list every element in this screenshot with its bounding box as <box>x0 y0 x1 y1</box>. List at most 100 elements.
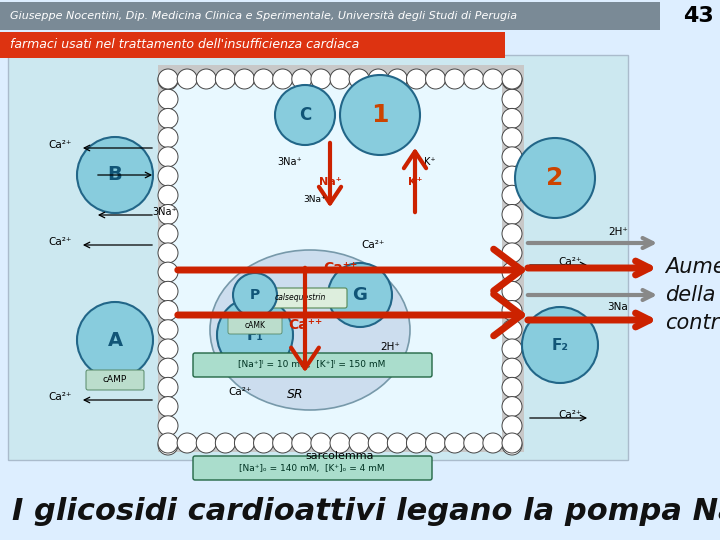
Text: F₁: F₁ <box>246 327 264 342</box>
Circle shape <box>158 89 178 109</box>
Circle shape <box>502 127 522 147</box>
Circle shape <box>253 69 274 89</box>
Text: Giuseppe Nocentini, Dip. Medicina Clinica e Sperimentale, Università degli Studi: Giuseppe Nocentini, Dip. Medicina Clinic… <box>10 11 517 21</box>
Circle shape <box>502 358 522 378</box>
Bar <box>158 65 524 87</box>
FancyBboxPatch shape <box>193 353 432 377</box>
Text: G: G <box>353 286 367 304</box>
FancyBboxPatch shape <box>193 456 432 480</box>
Circle shape <box>407 69 426 89</box>
Circle shape <box>158 127 178 147</box>
Text: 3Na⁺: 3Na⁺ <box>304 195 326 205</box>
Circle shape <box>426 69 446 89</box>
Circle shape <box>158 416 178 436</box>
Text: 2K⁺: 2K⁺ <box>451 47 469 57</box>
Text: K⁺: K⁺ <box>424 157 436 167</box>
Circle shape <box>273 69 292 89</box>
Circle shape <box>158 320 178 340</box>
Circle shape <box>445 69 464 89</box>
Circle shape <box>502 89 522 109</box>
Circle shape <box>158 243 178 263</box>
Text: 2: 2 <box>546 166 564 190</box>
Circle shape <box>177 69 197 89</box>
Circle shape <box>177 433 197 453</box>
Circle shape <box>292 433 312 453</box>
Circle shape <box>158 358 178 378</box>
Circle shape <box>77 137 153 213</box>
FancyBboxPatch shape <box>86 370 144 390</box>
Circle shape <box>502 205 522 225</box>
Circle shape <box>502 396 522 416</box>
Circle shape <box>426 433 446 453</box>
Bar <box>8 55 628 460</box>
Circle shape <box>77 302 153 378</box>
Text: I glicosidi cardioattivi legano la pompa Na⁺-K⁺, inibendola: I glicosidi cardioattivi legano la pompa… <box>12 497 720 526</box>
Text: Ca⁺⁺: Ca⁺⁺ <box>323 261 357 275</box>
Circle shape <box>158 166 178 186</box>
Circle shape <box>368 69 388 89</box>
Circle shape <box>311 69 331 89</box>
Circle shape <box>502 262 522 282</box>
Text: Ca²⁺: Ca²⁺ <box>361 240 384 250</box>
Circle shape <box>158 433 178 453</box>
Circle shape <box>233 273 277 317</box>
Circle shape <box>502 377 522 397</box>
Text: Ca²⁺: Ca²⁺ <box>228 387 252 397</box>
Text: P: P <box>250 288 260 302</box>
Circle shape <box>502 147 522 167</box>
Circle shape <box>275 85 335 145</box>
Circle shape <box>464 433 484 453</box>
Circle shape <box>330 433 350 453</box>
Text: Na⁺: Na⁺ <box>319 177 341 187</box>
Circle shape <box>502 433 522 453</box>
Circle shape <box>158 435 178 455</box>
Text: 1: 1 <box>372 103 389 127</box>
Bar <box>170 85 502 437</box>
Text: Ca²⁺: Ca²⁺ <box>48 140 72 150</box>
Text: cAMK: cAMK <box>245 321 266 329</box>
Text: Ca²⁺: Ca²⁺ <box>558 410 582 420</box>
Text: 3Na: 3Na <box>608 302 629 312</box>
Text: Na⁺: Na⁺ <box>310 49 330 59</box>
Circle shape <box>502 243 522 263</box>
Bar <box>500 75 524 445</box>
Circle shape <box>273 433 292 453</box>
Circle shape <box>387 433 408 453</box>
Bar <box>0 465 720 540</box>
Text: farmaci usati nel trattamento dell'insufficienza cardiaca: farmaci usati nel trattamento dell'insuf… <box>10 38 359 51</box>
Circle shape <box>340 75 420 155</box>
Circle shape <box>349 69 369 89</box>
Circle shape <box>215 69 235 89</box>
Circle shape <box>158 147 178 167</box>
Circle shape <box>158 262 178 282</box>
Text: Ca²⁺: Ca²⁺ <box>48 392 72 402</box>
FancyBboxPatch shape <box>253 288 347 308</box>
Circle shape <box>235 433 254 453</box>
Circle shape <box>328 263 392 327</box>
Ellipse shape <box>210 250 410 410</box>
Circle shape <box>158 69 178 89</box>
Circle shape <box>158 224 178 244</box>
Circle shape <box>464 69 484 89</box>
Circle shape <box>330 69 350 89</box>
Circle shape <box>349 433 369 453</box>
Circle shape <box>292 69 312 89</box>
Text: SR: SR <box>287 388 303 402</box>
Circle shape <box>387 69 408 89</box>
Text: [Na⁺]ᴵ = 10 mM,  [K⁺]ᴵ = 150 mM: [Na⁺]ᴵ = 10 mM, [K⁺]ᴵ = 150 mM <box>238 361 386 369</box>
Circle shape <box>502 70 522 90</box>
FancyBboxPatch shape <box>228 316 282 334</box>
Circle shape <box>502 435 522 455</box>
Circle shape <box>483 433 503 453</box>
Text: Ca⁺⁺: Ca⁺⁺ <box>288 318 322 332</box>
Circle shape <box>217 297 293 373</box>
Text: 3Na⁺: 3Na⁺ <box>278 157 302 167</box>
Circle shape <box>407 433 426 453</box>
Text: F₂: F₂ <box>552 338 569 353</box>
Text: 3Na⁺: 3Na⁺ <box>153 207 177 217</box>
Text: Ca²⁺: Ca²⁺ <box>48 237 72 247</box>
Text: [Na⁺]ₒ = 140 mM,  [K⁺]ₒ = 4 mM: [Na⁺]ₒ = 140 mM, [K⁺]ₒ = 4 mM <box>239 463 384 472</box>
Text: A: A <box>107 330 122 349</box>
Circle shape <box>158 377 178 397</box>
Text: 2H⁺: 2H⁺ <box>608 227 628 237</box>
